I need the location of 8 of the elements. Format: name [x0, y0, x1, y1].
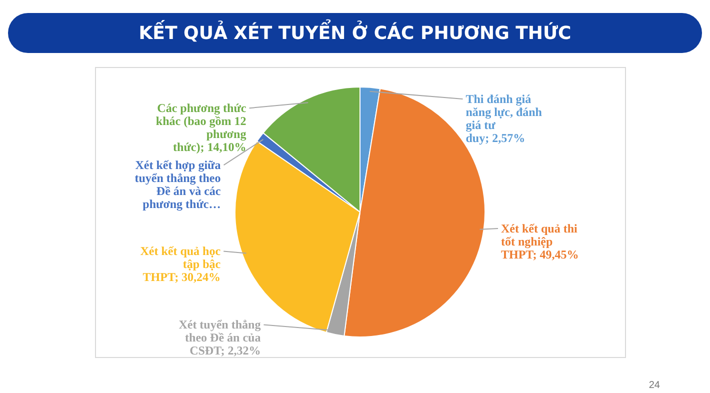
- slice-label: Xét kết quả học tập bậc THPT; 30,24%: [140, 244, 222, 284]
- slice-label: Xét kết hợp giữa tuyển thẳng theo Đề án và các phương thức…: [134, 158, 222, 212]
- slice-label: Thi đánh giá năng lực, đánh giá tư duy; 2,57%: [466, 92, 542, 145]
- text: 24: [648, 380, 660, 391]
- slice-label: Xét kết quả thi tốt nghiệp THPT; 49,45%: [501, 222, 579, 262]
- slice-label: Các phương thức khác (bao gồm 12 phương thức); 14,10%: [156, 101, 247, 154]
- chart-title: KẾT QUẢ XÉT TUYỂN Ở CÁC PHƯƠNG THỨC: [8, 13, 702, 53]
- slice-label: Xét tuyển thẳng theo Đề án của CSĐT; 2,32%: [178, 318, 261, 358]
